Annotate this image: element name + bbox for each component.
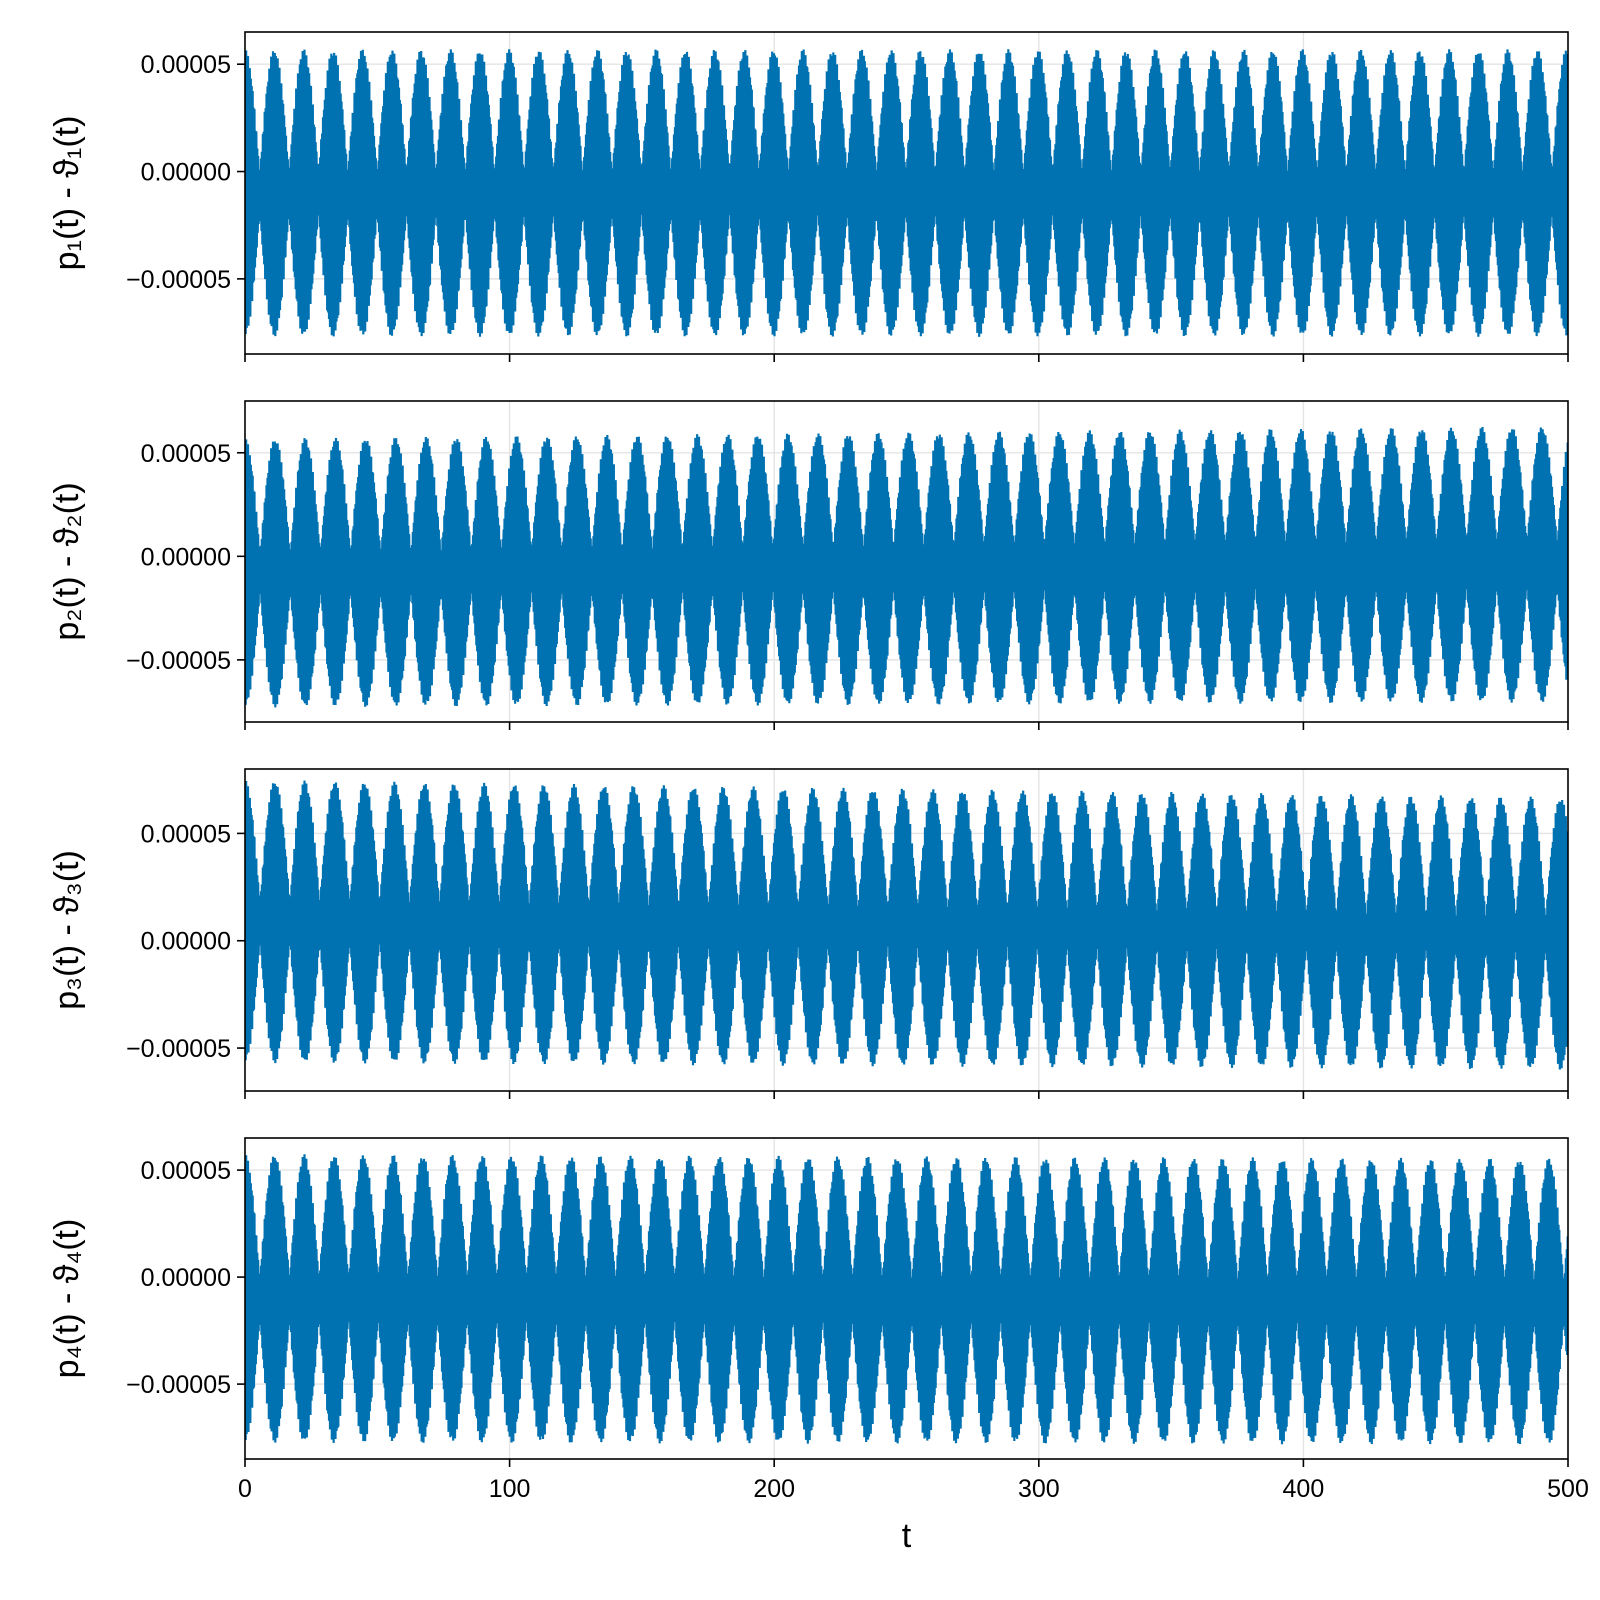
subplot-1: 0.00005 0.00000 −0.00005 p₁(t) - ϑ₁(t) (48, 31, 1569, 362)
series-line (245, 780, 1568, 1070)
y-tick-label: −0.00005 (126, 1371, 231, 1399)
x-axis-label: t (902, 1517, 912, 1555)
y-axis-label: p₃(t) - ϑ₃(t) (48, 850, 86, 1010)
y-tick-label: 0.00005 (141, 51, 231, 79)
y-tick-label: 0.00000 (141, 543, 231, 571)
subplot-2: 0.00005 0.00000 −0.00005 p₂(t) - ϑ₂(t) (48, 400, 1569, 730)
y-axis-label: p₁(t) - ϑ₁(t) (48, 116, 86, 271)
x-tick-label: 400 (1283, 1475, 1325, 1503)
subplot-4: 0 100 200 300 400 500 0.00005 0.00000 −0.00005 p₄… (48, 1137, 1589, 1555)
x-tick-label: 500 (1547, 1475, 1589, 1503)
series-line (245, 49, 1568, 337)
plot-frame (244, 1137, 1569, 1460)
y-tick-label: −0.00005 (126, 647, 231, 675)
x-tick-label: 100 (489, 1475, 531, 1503)
series-line (245, 1154, 1568, 1445)
plot-frame (244, 31, 1569, 355)
y-tick-label: 0.00005 (141, 1157, 231, 1185)
plot-frame (244, 768, 1569, 1092)
y-tick-label: −0.00005 (126, 1035, 231, 1063)
subplot-3: 0.00005 0.00000 −0.00005 p₃(t) - ϑ₃(t) (48, 768, 1569, 1099)
y-tick-label: 0.00005 (141, 440, 231, 468)
y-axis-label: p₄(t) - ϑ₄(t) (48, 1219, 86, 1379)
y-tick-label: −0.00005 (126, 266, 231, 294)
y-tick-label: 0.00005 (141, 820, 231, 848)
y-tick-label: 0.00000 (141, 928, 231, 956)
x-tick-label: 300 (1018, 1475, 1060, 1503)
x-tick-label: 200 (753, 1475, 795, 1503)
series-line (245, 427, 1568, 708)
x-tick-label: 0 (238, 1475, 252, 1503)
y-axis-label: p₂(t) - ϑ₂(t) (48, 482, 86, 640)
y-tick-label: 0.00000 (141, 159, 231, 187)
plot-frame (244, 400, 1569, 723)
y-tick-label: 0.00000 (141, 1264, 231, 1292)
